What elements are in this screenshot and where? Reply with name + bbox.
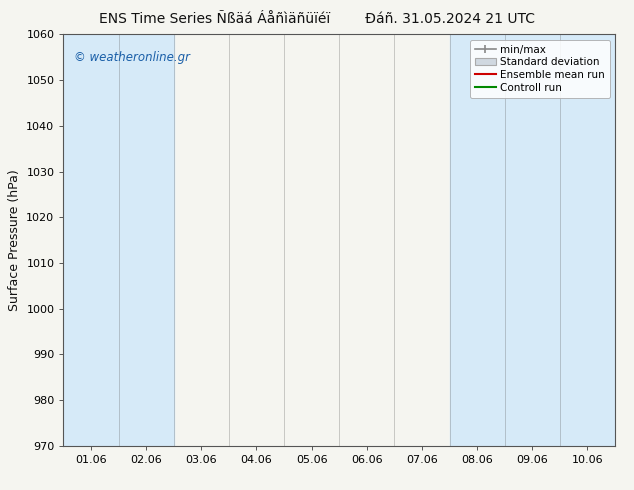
Bar [119, 34, 174, 446]
Text: © weatheronline.gr: © weatheronline.gr [74, 51, 190, 64]
Bar [63, 34, 119, 446]
Bar [505, 34, 560, 446]
Bar [450, 34, 505, 446]
Legend: min/max, Standard deviation, Ensemble mean run, Controll run: min/max, Standard deviation, Ensemble me… [470, 40, 610, 98]
Bar [560, 34, 615, 446]
Text: ENS Time Series Ñßäá Áåñìäñüïéï        Ðáñ. 31.05.2024 21 UTC: ENS Time Series Ñßäá Áåñìäñüïéï Ðáñ. 31.… [99, 12, 535, 26]
Y-axis label: Surface Pressure (hPa): Surface Pressure (hPa) [8, 169, 21, 311]
